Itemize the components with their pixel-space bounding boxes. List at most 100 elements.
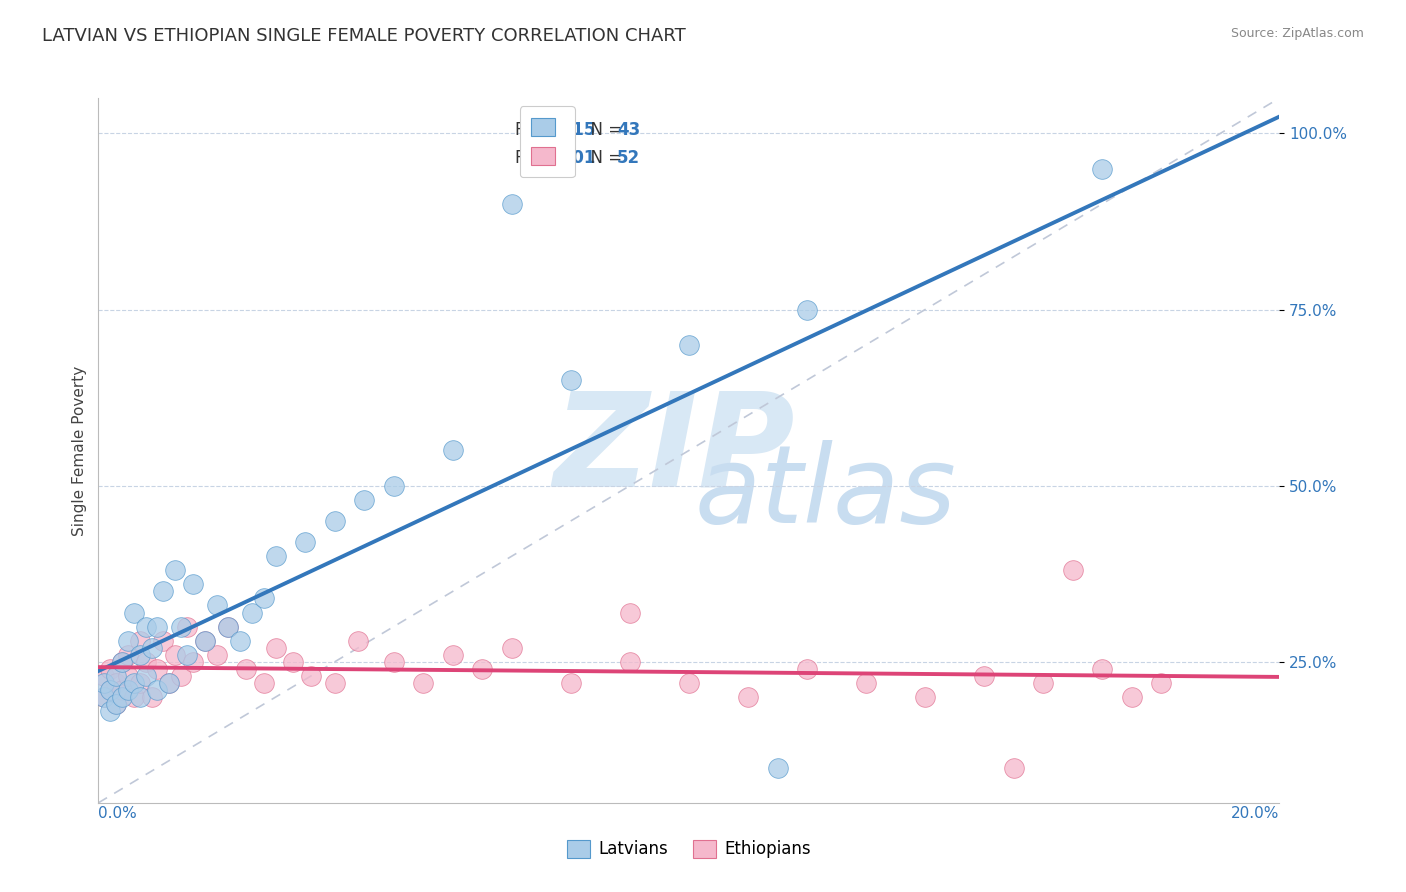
Point [176,648,198,662]
Point [264,549,287,564]
Text: 0.0%: 0.0% [98,806,138,822]
Point [347,633,370,648]
Point [141,690,163,705]
Point [217,619,239,633]
Text: 0.515: 0.515 [544,120,596,139]
Point [165,563,187,577]
Text: 43: 43 [617,120,640,139]
Point [264,640,287,655]
Point [560,373,582,387]
Point [1091,662,1114,676]
Point [122,676,145,690]
Point [176,619,198,633]
Point [914,690,936,705]
Point [299,669,322,683]
Point [135,619,157,633]
Point [146,619,169,633]
Point [105,669,128,683]
Point [98,662,121,676]
Point [737,690,759,705]
Point [283,655,305,669]
Point [181,655,204,669]
Point [111,690,134,705]
Point [93,676,115,690]
Text: N =: N = [581,149,627,167]
Point [93,690,115,705]
Point [122,606,145,620]
Point [678,338,700,352]
Point [117,633,139,648]
Point [796,662,818,676]
Point [117,648,139,662]
Point [217,619,239,633]
Text: 52: 52 [617,149,640,167]
Point [194,633,217,648]
Point [1062,563,1084,577]
Point [152,633,174,648]
Point [353,492,375,507]
Text: ZIP: ZIP [553,387,794,514]
Point [128,676,150,690]
Point [205,648,228,662]
Point [678,676,700,690]
Point [135,655,157,669]
Point [412,676,434,690]
Point [973,669,995,683]
Point [105,676,128,690]
Point [471,662,494,676]
Point [1121,690,1143,705]
Point [111,655,134,669]
Point [1032,676,1054,690]
Point [441,443,464,458]
Point [766,760,789,774]
Point [619,655,641,669]
Point [111,683,134,698]
Text: R =: R = [516,149,551,167]
Point [146,662,169,676]
Point [152,584,174,599]
Point [253,591,276,606]
Text: 20.0%: 20.0% [1232,806,1279,822]
Point [98,683,121,698]
Point [323,676,346,690]
Point [141,640,163,655]
Point [1150,676,1173,690]
Point [235,662,257,676]
Point [111,655,134,669]
Point [146,683,169,698]
Point [1091,161,1114,176]
Point [98,683,121,698]
Point [170,669,193,683]
Point [128,648,150,662]
Point [382,655,405,669]
Point [501,196,523,211]
Point [294,535,316,549]
Text: atlas: atlas [695,441,956,545]
Point [229,633,252,648]
Point [560,676,582,690]
Point [135,669,157,683]
Point [157,676,180,690]
Point [1002,760,1025,774]
Point [165,648,187,662]
Point [93,669,115,683]
Point [796,302,818,317]
Point [501,640,523,655]
Point [441,648,464,662]
Point [117,669,139,683]
Legend: Latvians, Ethiopians: Latvians, Ethiopians [560,833,818,865]
Point [98,704,121,718]
Point [253,676,276,690]
Text: R =: R = [516,120,551,139]
Point [194,633,217,648]
Point [181,577,204,591]
Point [170,619,193,633]
Point [105,697,128,711]
Point [240,606,263,620]
Point [382,478,405,492]
Point [205,599,228,613]
Point [323,514,346,528]
Point [619,606,641,620]
Point [93,690,115,705]
Text: LATVIAN VS ETHIOPIAN SINGLE FEMALE POVERTY CORRELATION CHART: LATVIAN VS ETHIOPIAN SINGLE FEMALE POVER… [42,27,686,45]
